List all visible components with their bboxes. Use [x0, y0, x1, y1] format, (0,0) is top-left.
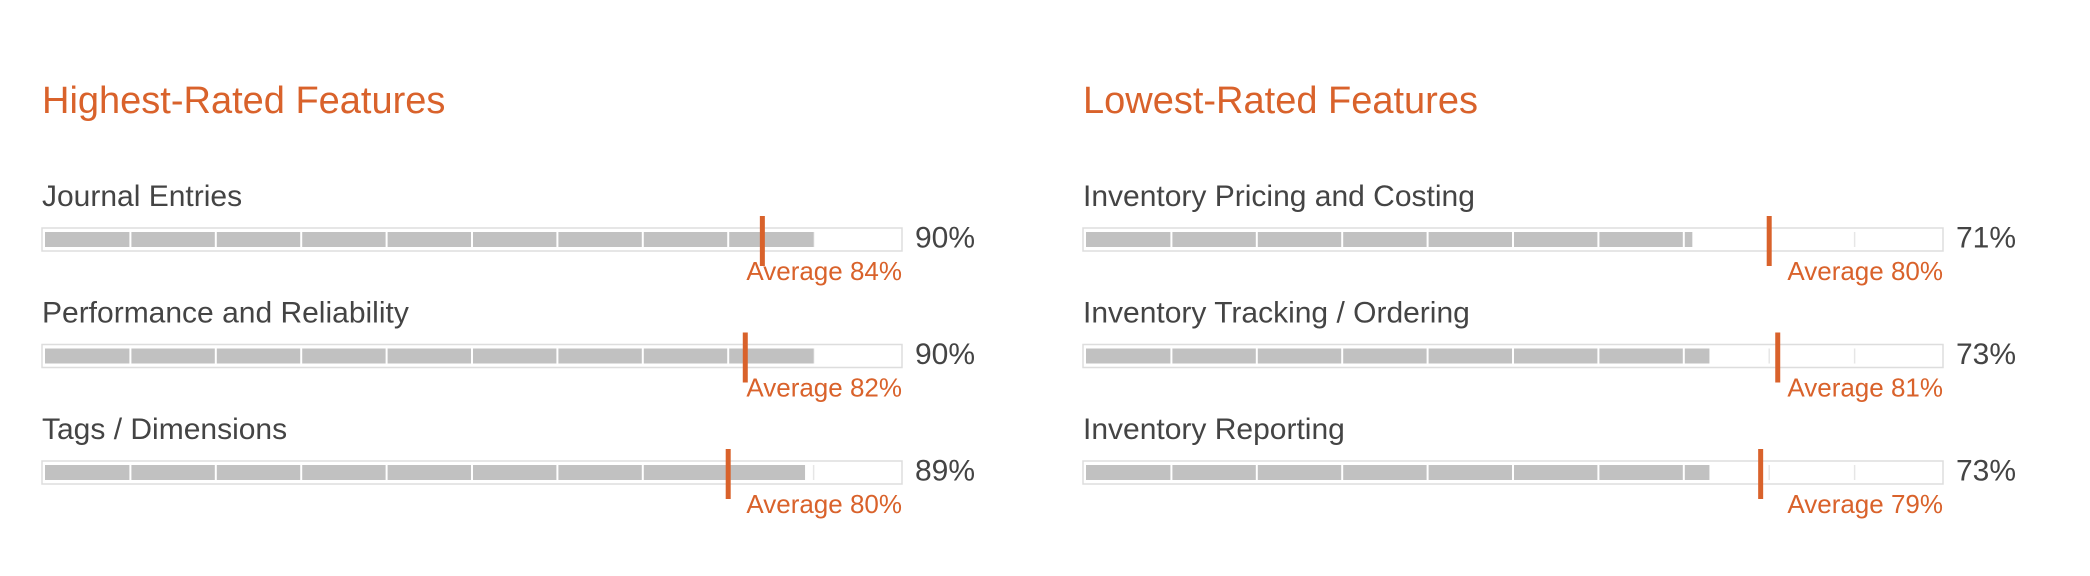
average-marker	[1766, 216, 1772, 266]
panel-title: Lowest-Rated Features	[1083, 80, 1478, 122]
bar-fill	[1086, 232, 1693, 247]
bar-fill	[45, 465, 806, 480]
value-label: 89%	[915, 454, 975, 487]
feature-name: Performance and Reliability	[42, 296, 409, 329]
average-marker	[1758, 449, 1764, 499]
average-label: Average 79%	[1787, 489, 1943, 519]
average-marker	[725, 449, 731, 499]
average-marker	[1775, 332, 1781, 383]
average-label: Average 80%	[746, 489, 902, 519]
value-label: 73%	[1956, 454, 2016, 487]
feature-name: Inventory Tracking / Ordering	[1083, 296, 1470, 329]
feature-name: Journal Entries	[42, 180, 242, 213]
value-label: 90%	[915, 338, 975, 371]
value-label: 90%	[915, 221, 975, 254]
average-label: Average 81%	[1787, 372, 1943, 402]
feature-name: Tags / Dimensions	[42, 413, 287, 446]
average-marker	[742, 332, 748, 383]
panel-title: Highest-Rated Features	[42, 80, 445, 122]
bar-fill	[45, 348, 814, 364]
feature-name: Inventory Reporting	[1083, 413, 1345, 446]
value-label: 71%	[1956, 221, 2016, 254]
value-label: 73%	[1956, 338, 2016, 371]
bar-fill	[1086, 348, 1710, 364]
bar-fill	[1086, 465, 1710, 480]
average-label: Average 80%	[1787, 256, 1943, 286]
feature-name: Inventory Pricing and Costing	[1083, 180, 1475, 213]
average-marker	[759, 216, 765, 266]
average-label: Average 82%	[746, 372, 902, 402]
average-label: Average 84%	[746, 256, 902, 286]
bar-fill	[45, 232, 814, 247]
